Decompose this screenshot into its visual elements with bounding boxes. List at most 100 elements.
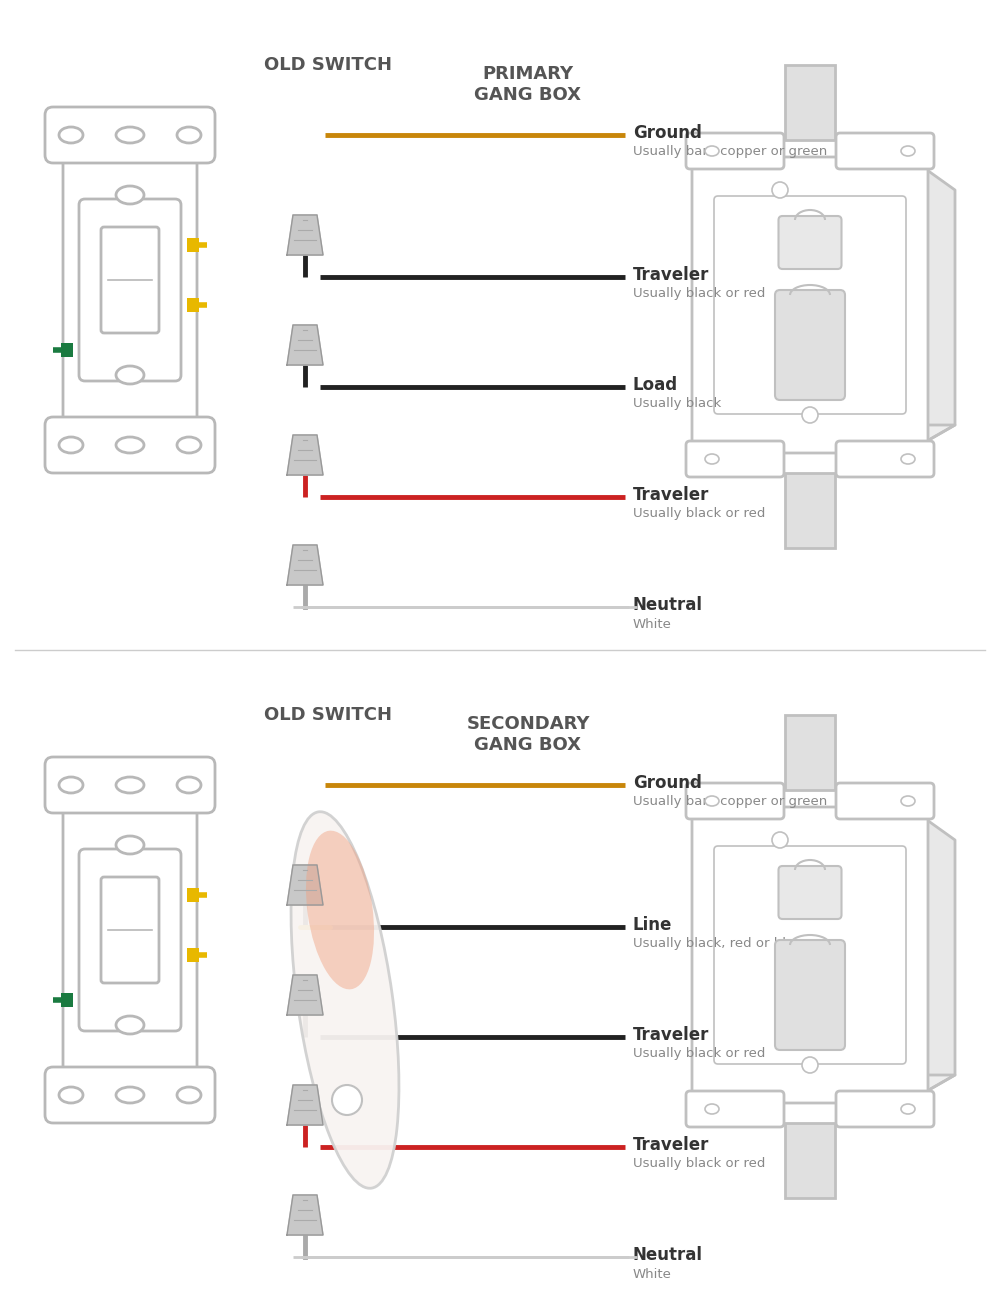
FancyBboxPatch shape: [187, 238, 199, 252]
Text: SECONDARY
GANG BOX: SECONDARY GANG BOX: [466, 715, 590, 754]
Text: Usually black or red: Usually black or red: [633, 507, 765, 520]
Polygon shape: [287, 436, 323, 474]
Text: Usually black or red: Usually black or red: [633, 1048, 765, 1061]
Ellipse shape: [306, 831, 374, 989]
Ellipse shape: [177, 437, 201, 452]
Polygon shape: [287, 975, 323, 1015]
FancyBboxPatch shape: [187, 888, 199, 902]
Ellipse shape: [901, 796, 915, 806]
Text: Traveler: Traveler: [633, 266, 709, 283]
Ellipse shape: [705, 1104, 719, 1114]
Ellipse shape: [116, 437, 144, 452]
Text: Usually black or red: Usually black or red: [633, 287, 765, 300]
Ellipse shape: [901, 146, 915, 156]
FancyBboxPatch shape: [836, 441, 934, 477]
FancyBboxPatch shape: [61, 343, 73, 358]
Ellipse shape: [116, 1017, 144, 1034]
Text: Usually black, red or blue: Usually black, red or blue: [633, 937, 803, 950]
Ellipse shape: [705, 454, 719, 464]
FancyBboxPatch shape: [836, 1091, 934, 1127]
FancyBboxPatch shape: [45, 757, 215, 812]
Ellipse shape: [116, 777, 144, 793]
Ellipse shape: [177, 127, 201, 143]
Ellipse shape: [802, 1057, 818, 1072]
FancyBboxPatch shape: [778, 866, 842, 919]
Ellipse shape: [705, 146, 719, 156]
FancyBboxPatch shape: [686, 441, 784, 477]
FancyBboxPatch shape: [187, 948, 199, 962]
Text: Usually black: Usually black: [633, 398, 721, 411]
FancyBboxPatch shape: [45, 107, 215, 162]
Polygon shape: [287, 1086, 323, 1124]
Ellipse shape: [177, 777, 201, 793]
Polygon shape: [287, 325, 323, 365]
FancyBboxPatch shape: [785, 473, 835, 549]
FancyBboxPatch shape: [45, 417, 215, 473]
Ellipse shape: [332, 1086, 362, 1115]
Text: Neutral: Neutral: [633, 1245, 703, 1264]
FancyBboxPatch shape: [692, 157, 928, 452]
Ellipse shape: [772, 182, 788, 198]
Text: Usually black or red: Usually black or red: [633, 1157, 765, 1170]
Ellipse shape: [59, 437, 83, 452]
FancyBboxPatch shape: [79, 199, 181, 381]
Ellipse shape: [116, 836, 144, 854]
Ellipse shape: [802, 407, 818, 422]
Ellipse shape: [116, 186, 144, 204]
Text: Ground: Ground: [633, 124, 702, 142]
Polygon shape: [287, 545, 323, 585]
Ellipse shape: [59, 1087, 83, 1102]
FancyBboxPatch shape: [785, 1123, 835, 1199]
Polygon shape: [287, 1195, 323, 1235]
Text: Traveler: Traveler: [633, 486, 709, 504]
Text: PRIMARY
GANG BOX: PRIMARY GANG BOX: [475, 65, 582, 104]
Ellipse shape: [772, 832, 788, 848]
Ellipse shape: [59, 777, 83, 793]
Text: White: White: [633, 1268, 672, 1280]
Ellipse shape: [59, 127, 83, 143]
Text: Traveler: Traveler: [633, 1136, 709, 1154]
Text: Load: Load: [633, 376, 678, 394]
FancyBboxPatch shape: [45, 1067, 215, 1123]
Ellipse shape: [116, 1087, 144, 1102]
Polygon shape: [287, 214, 323, 255]
Text: White: White: [633, 618, 672, 630]
Ellipse shape: [901, 454, 915, 464]
FancyBboxPatch shape: [785, 65, 835, 140]
Ellipse shape: [116, 367, 144, 384]
Text: Line: Line: [633, 916, 672, 933]
Ellipse shape: [901, 1104, 915, 1114]
FancyBboxPatch shape: [63, 138, 197, 442]
FancyBboxPatch shape: [686, 783, 784, 819]
FancyBboxPatch shape: [785, 715, 835, 790]
Text: Usually bare copper or green: Usually bare copper or green: [633, 796, 827, 809]
Text: Traveler: Traveler: [633, 1026, 709, 1044]
Ellipse shape: [116, 127, 144, 143]
FancyBboxPatch shape: [63, 788, 197, 1092]
FancyBboxPatch shape: [686, 133, 784, 169]
Polygon shape: [920, 165, 955, 445]
Polygon shape: [920, 815, 955, 1095]
Ellipse shape: [291, 811, 399, 1188]
FancyBboxPatch shape: [775, 290, 845, 400]
Polygon shape: [700, 1075, 955, 1095]
Text: OLD SWITCH: OLD SWITCH: [264, 706, 392, 724]
FancyBboxPatch shape: [101, 878, 159, 983]
FancyBboxPatch shape: [714, 196, 906, 413]
FancyBboxPatch shape: [778, 216, 842, 269]
FancyBboxPatch shape: [101, 227, 159, 333]
FancyBboxPatch shape: [775, 940, 845, 1050]
FancyBboxPatch shape: [79, 849, 181, 1031]
FancyBboxPatch shape: [61, 993, 73, 1008]
FancyBboxPatch shape: [836, 783, 934, 819]
FancyBboxPatch shape: [686, 1091, 784, 1127]
Ellipse shape: [705, 796, 719, 806]
Ellipse shape: [177, 1087, 201, 1102]
Text: OLD SWITCH: OLD SWITCH: [264, 56, 392, 74]
Polygon shape: [700, 425, 955, 445]
FancyBboxPatch shape: [692, 807, 928, 1102]
FancyBboxPatch shape: [714, 846, 906, 1063]
Text: Ground: Ground: [633, 774, 702, 792]
Polygon shape: [287, 864, 323, 905]
FancyBboxPatch shape: [187, 298, 199, 312]
